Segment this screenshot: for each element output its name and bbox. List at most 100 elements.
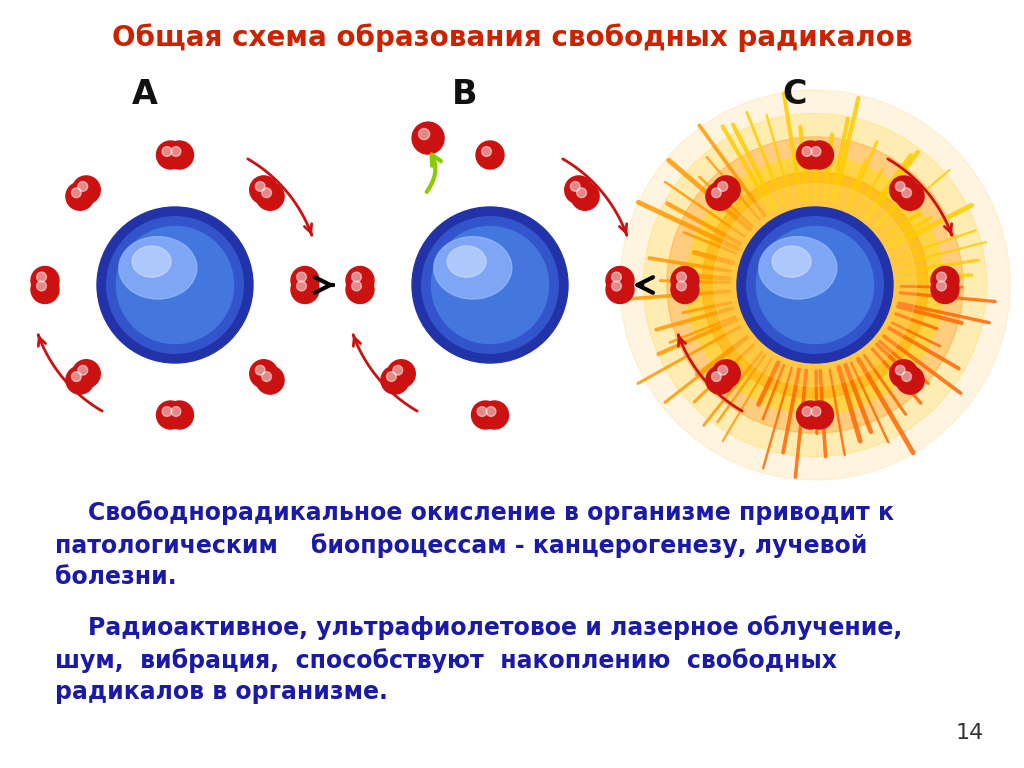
- Ellipse shape: [471, 401, 500, 429]
- Ellipse shape: [447, 246, 486, 277]
- Ellipse shape: [255, 181, 265, 191]
- Ellipse shape: [351, 281, 361, 291]
- Ellipse shape: [381, 366, 409, 394]
- Ellipse shape: [66, 182, 94, 210]
- Ellipse shape: [895, 181, 905, 191]
- Ellipse shape: [701, 172, 928, 398]
- Ellipse shape: [577, 188, 587, 197]
- Ellipse shape: [171, 147, 181, 157]
- Ellipse shape: [477, 406, 486, 416]
- Ellipse shape: [434, 237, 512, 299]
- Ellipse shape: [713, 359, 740, 388]
- Ellipse shape: [73, 176, 100, 204]
- Ellipse shape: [250, 176, 278, 204]
- Ellipse shape: [256, 366, 284, 394]
- Ellipse shape: [643, 114, 986, 457]
- Ellipse shape: [255, 366, 265, 375]
- Ellipse shape: [386, 372, 396, 382]
- Ellipse shape: [486, 406, 496, 416]
- Ellipse shape: [72, 188, 81, 197]
- Ellipse shape: [890, 176, 918, 204]
- Ellipse shape: [937, 281, 946, 291]
- Ellipse shape: [291, 266, 319, 294]
- Ellipse shape: [931, 266, 959, 294]
- Ellipse shape: [797, 141, 824, 169]
- Ellipse shape: [931, 276, 959, 303]
- Ellipse shape: [132, 246, 171, 277]
- Ellipse shape: [686, 157, 944, 414]
- Ellipse shape: [671, 276, 699, 303]
- Ellipse shape: [802, 406, 812, 416]
- Ellipse shape: [667, 137, 964, 433]
- Ellipse shape: [811, 406, 821, 416]
- Ellipse shape: [737, 207, 893, 363]
- Ellipse shape: [31, 276, 59, 303]
- Ellipse shape: [611, 281, 622, 291]
- Ellipse shape: [162, 147, 172, 157]
- Ellipse shape: [895, 366, 905, 375]
- Ellipse shape: [346, 276, 374, 303]
- Ellipse shape: [412, 122, 444, 154]
- Ellipse shape: [297, 272, 306, 282]
- Ellipse shape: [480, 401, 509, 429]
- Ellipse shape: [671, 266, 699, 294]
- Ellipse shape: [677, 281, 686, 291]
- Ellipse shape: [166, 141, 194, 169]
- Ellipse shape: [937, 272, 946, 282]
- Ellipse shape: [78, 366, 88, 375]
- Ellipse shape: [346, 266, 374, 294]
- Ellipse shape: [256, 182, 284, 210]
- Text: Общая схема образования свободных радикалов: Общая схема образования свободных радика…: [112, 24, 912, 52]
- Ellipse shape: [902, 372, 911, 382]
- Text: Свободнорадикальное окисление в организме приводит к
патологическим    биопроцес: Свободнорадикальное окисление в организм…: [55, 500, 894, 589]
- Ellipse shape: [606, 266, 634, 294]
- Ellipse shape: [564, 176, 593, 204]
- Ellipse shape: [570, 181, 581, 191]
- Text: C: C: [782, 78, 807, 111]
- Ellipse shape: [72, 372, 81, 382]
- Ellipse shape: [620, 90, 1010, 480]
- Ellipse shape: [712, 188, 721, 197]
- Ellipse shape: [571, 182, 599, 210]
- Ellipse shape: [677, 272, 686, 282]
- Ellipse shape: [896, 366, 924, 394]
- Text: B: B: [453, 78, 478, 111]
- Ellipse shape: [262, 372, 271, 382]
- Ellipse shape: [706, 366, 734, 394]
- Ellipse shape: [746, 217, 884, 353]
- Ellipse shape: [902, 188, 911, 197]
- Ellipse shape: [422, 217, 558, 353]
- Ellipse shape: [712, 372, 721, 382]
- Ellipse shape: [171, 406, 181, 416]
- Ellipse shape: [797, 401, 824, 429]
- Ellipse shape: [297, 281, 306, 291]
- Ellipse shape: [97, 207, 253, 363]
- Ellipse shape: [419, 128, 430, 140]
- Ellipse shape: [806, 141, 834, 169]
- Ellipse shape: [772, 246, 811, 277]
- Ellipse shape: [896, 182, 924, 210]
- Ellipse shape: [31, 266, 59, 294]
- Ellipse shape: [393, 366, 402, 375]
- Ellipse shape: [291, 276, 319, 303]
- Ellipse shape: [412, 207, 568, 363]
- Ellipse shape: [78, 181, 88, 191]
- Ellipse shape: [37, 272, 46, 282]
- Text: Радиоактивное, ультрафиолетовое и лазерное облучение,
шум,  вибрация,  способств: Радиоактивное, ультрафиолетовое и лазерн…: [55, 615, 902, 704]
- Ellipse shape: [37, 281, 46, 291]
- Ellipse shape: [476, 141, 504, 169]
- Ellipse shape: [806, 401, 834, 429]
- Ellipse shape: [606, 276, 634, 303]
- Ellipse shape: [387, 359, 416, 388]
- Ellipse shape: [106, 217, 244, 353]
- Ellipse shape: [757, 227, 873, 343]
- Ellipse shape: [718, 181, 728, 191]
- Ellipse shape: [706, 182, 734, 210]
- Ellipse shape: [611, 272, 622, 282]
- Ellipse shape: [714, 184, 916, 386]
- Ellipse shape: [811, 147, 821, 157]
- Ellipse shape: [66, 366, 94, 394]
- Ellipse shape: [481, 147, 492, 157]
- Ellipse shape: [157, 141, 184, 169]
- Text: A: A: [132, 78, 158, 111]
